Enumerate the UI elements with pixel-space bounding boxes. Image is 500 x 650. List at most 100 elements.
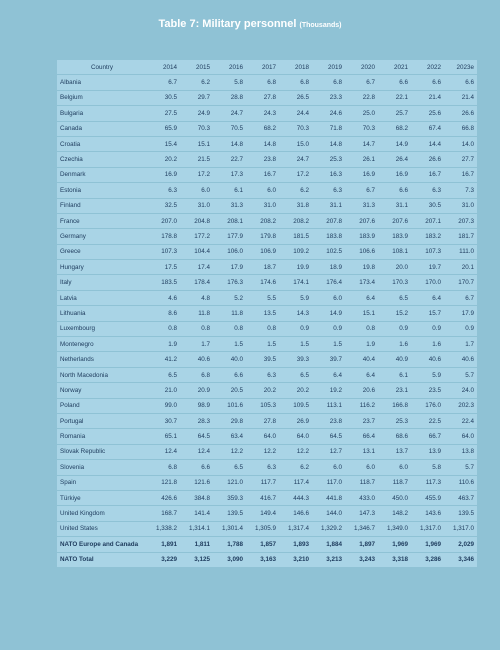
value-cell: 39.5 — [246, 351, 279, 368]
value-cell: 18.7 — [246, 259, 279, 276]
subtitle: (Thousands) — [299, 22, 342, 29]
value-cell: 121.8 — [147, 475, 180, 491]
value-cell: 20.9 — [180, 382, 213, 399]
value-cell: 40.0 — [213, 351, 246, 368]
value-cell: 1.7 — [444, 336, 477, 353]
value-cell: 14.9 — [378, 136, 411, 153]
table-row: Türkiye 426.6 384.8 359.3 416.7 444.3 441.8 433… — [57, 490, 477, 507]
value-cell: 102.5 — [312, 244, 345, 261]
value-cell: 168.7 — [147, 505, 180, 522]
value-cell: 6.8 — [180, 367, 213, 384]
value-cell: 359.3 — [213, 490, 246, 507]
value-cell: 5.2 — [213, 290, 246, 307]
value-cell: 1,305.9 — [246, 521, 279, 538]
value-cell: 29.7 — [180, 90, 213, 107]
country-cell: Germany — [57, 228, 147, 245]
value-cell: 6.7 — [444, 290, 477, 307]
value-cell: 1.6 — [378, 336, 411, 353]
value-cell: 6.1 — [378, 367, 411, 384]
country-cell: Luxembourg — [57, 321, 147, 338]
value-cell: 67.4 — [411, 121, 444, 137]
value-cell: 3,243 — [345, 552, 378, 568]
value-cell: 6.8 — [246, 74, 279, 91]
value-cell: 1,893 — [279, 536, 312, 553]
value-cell: 118.7 — [378, 475, 411, 491]
table-row: Slovak Republic 12.4 12.4 12.2 12.2 12.2 12.7 1… — [57, 444, 477, 461]
value-cell: 68.6 — [378, 428, 411, 445]
value-cell: 101.6 — [213, 398, 246, 414]
value-cell: 1,811 — [180, 536, 213, 553]
value-cell: 99.0 — [147, 398, 180, 414]
value-cell: 0.9 — [279, 321, 312, 338]
value-cell: 23.3 — [312, 90, 345, 107]
value-cell: 30.7 — [147, 413, 180, 430]
value-cell: 181.7 — [444, 228, 477, 245]
value-cell: 15.1 — [345, 305, 378, 322]
value-cell: 39.7 — [312, 351, 345, 368]
value-cell: 441.8 — [312, 490, 345, 507]
value-cell: 0.8 — [246, 321, 279, 338]
value-cell: 66.8 — [444, 121, 477, 137]
value-cell: 6.6 — [411, 74, 444, 91]
value-cell: 40.6 — [180, 351, 213, 368]
value-cell: 5.7 — [444, 367, 477, 384]
table-row: Lithuania 8.6 11.8 11.8 13.5 14.3 14.9 15.1 15.2… — [57, 305, 477, 322]
value-cell: 31.3 — [213, 198, 246, 214]
value-cell: 207.0 — [147, 213, 180, 230]
value-cell: 1.5 — [213, 336, 246, 353]
value-cell: 117.7 — [246, 475, 279, 491]
country-cell: Poland — [57, 398, 147, 414]
value-cell: 63.4 — [213, 428, 246, 445]
value-cell: 1.5 — [279, 336, 312, 353]
country-cell: United States — [57, 521, 147, 538]
value-cell: 0.8 — [180, 321, 213, 338]
header-row: Country 2014 2015 2016 2017 2018 2019 2020 2021 2… — [57, 60, 477, 76]
value-cell: 4.8 — [180, 290, 213, 307]
value-cell: 14.8 — [312, 136, 345, 153]
value-cell: 26.1 — [345, 151, 378, 168]
value-cell: 141.4 — [180, 505, 213, 522]
country-cell: Greece — [57, 244, 147, 261]
value-cell: 14.3 — [279, 305, 312, 322]
title-block: Table 7: Military personnel (Thousands) — [0, 18, 500, 30]
table-row: Norway 21.0 20.9 20.5 20.2 20.2 19.2 20.6 23.1 23… — [57, 382, 477, 399]
value-cell: 19.2 — [312, 382, 345, 399]
country-cell: Italy — [57, 274, 147, 291]
value-cell: 16.7 — [444, 167, 477, 184]
value-cell: 17.2 — [180, 167, 213, 184]
value-cell: 22.7 — [213, 151, 246, 168]
value-cell: 6.1 — [213, 182, 246, 199]
value-cell: 16.7 — [411, 167, 444, 184]
country-cell: Hungary — [57, 259, 147, 276]
value-cell: 20.2 — [246, 382, 279, 399]
value-cell: 450.0 — [378, 490, 411, 507]
value-cell: 3,213 — [312, 552, 345, 568]
value-cell: 6.0 — [378, 459, 411, 476]
value-cell: 25.3 — [378, 413, 411, 430]
value-cell: 107.3 — [147, 244, 180, 261]
value-cell: 207.3 — [444, 213, 477, 230]
country-cell: Bulgaria — [57, 105, 147, 122]
column-header: 2019 — [312, 60, 345, 76]
value-cell: 106.6 — [345, 244, 378, 261]
column-header: 2017 — [246, 60, 279, 76]
value-cell: 6.6 — [378, 74, 411, 91]
value-cell: 23.8 — [312, 413, 345, 430]
value-cell: 207.6 — [345, 213, 378, 230]
value-cell: 109.5 — [279, 398, 312, 414]
value-cell: 6.5 — [279, 367, 312, 384]
value-cell: 181.5 — [279, 228, 312, 245]
value-cell: 24.7 — [213, 105, 246, 122]
table-row: Slovenia 6.8 6.6 6.5 6.3 6.2 6.0 6.0 6.0 5.8 5.7 — [57, 459, 477, 476]
value-cell: 6.4 — [411, 290, 444, 307]
value-cell: 27.5 — [147, 105, 180, 122]
value-cell: 13.8 — [444, 444, 477, 461]
value-cell: 207.8 — [312, 213, 345, 230]
value-cell: 28.8 — [213, 90, 246, 107]
table-row: North Macedonia 6.5 6.8 6.6 6.3 6.5 6.4 6.4 6.1 5… — [57, 367, 477, 384]
country-cell: France — [57, 213, 147, 230]
value-cell: 13.5 — [246, 305, 279, 322]
value-cell: 111.0 — [444, 244, 477, 261]
value-cell: 17.4 — [180, 259, 213, 276]
